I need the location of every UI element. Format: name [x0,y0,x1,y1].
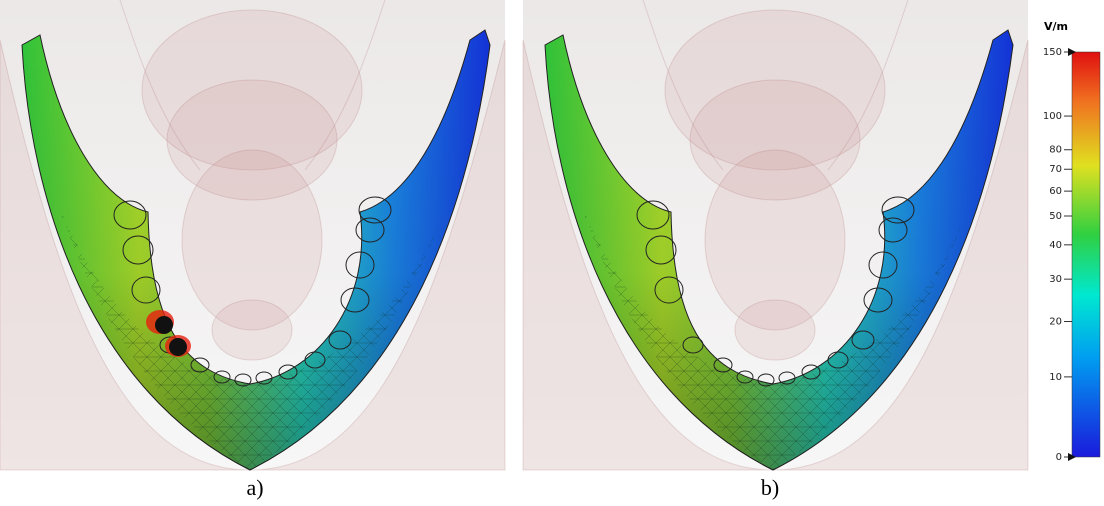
tick-label: 70 [1049,164,1062,175]
colorbar-unit: V/m [1044,20,1068,33]
panel-b: b) [522,0,1029,500]
limit-marker [1068,453,1076,461]
panel-label: a) [246,475,263,500]
tick-label: 0 [1056,452,1062,463]
tick-label: 20 [1049,317,1062,328]
tick-label: 40 [1049,240,1062,251]
panel-label: b) [761,475,779,500]
colorbar: V/m 0 10 20 30 40 50 60 70 80 100 150 [1043,20,1101,463]
tick-label: 150 [1043,47,1062,58]
panel-a: a) [0,0,506,500]
colorbar-gradient [1071,51,1101,458]
tick-label: 50 [1049,211,1062,222]
tick-label: 80 [1049,145,1062,156]
tick-label: 100 [1043,111,1062,122]
tick-label: 60 [1049,186,1062,197]
tick-label: 10 [1049,372,1062,383]
limit-marker [1068,48,1076,56]
tick-label: 30 [1049,274,1062,285]
